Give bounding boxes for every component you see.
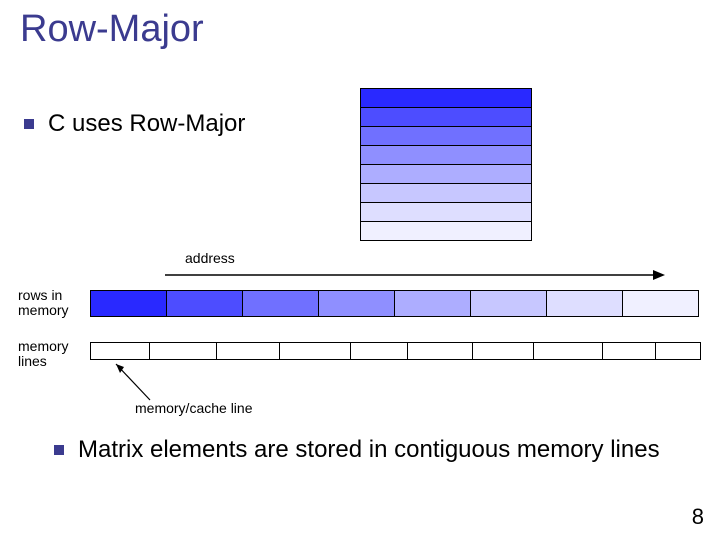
bullet-1-text: C uses Row-Major: [48, 110, 245, 137]
memory-line-segment: [603, 343, 656, 359]
rows-segment: [243, 291, 319, 316]
rows-segment: [623, 291, 698, 316]
bullet-2-text: Matrix elements are stored in contiguous…: [78, 436, 660, 463]
memory-line-segment: [351, 343, 408, 359]
matrix-row: [361, 222, 531, 240]
rows-segment: [471, 291, 547, 316]
memory-line-segment: [656, 343, 700, 359]
matrix-row: [361, 165, 531, 184]
bullet-square-icon: [24, 119, 34, 129]
arrow-right-icon: [165, 268, 665, 282]
slide-title: Row-Major: [20, 8, 204, 51]
memory-line-segment: [473, 343, 534, 359]
matrix-row: [361, 146, 531, 165]
callout-label: memory/cache line: [135, 400, 253, 416]
memory-lines-label: memory lines: [18, 339, 69, 370]
memory-line-segment: [534, 343, 603, 359]
rows-in-memory-label: rows in memory: [18, 288, 69, 319]
rows-segment: [91, 291, 167, 316]
memory-line-segment: [150, 343, 217, 359]
memory-line-segment: [408, 343, 473, 359]
matrix-row: [361, 108, 531, 127]
memory-line-segment: [280, 343, 351, 359]
memory-line-segment: [217, 343, 280, 359]
rows-segment: [395, 291, 471, 316]
memory-lines-bar: [90, 342, 701, 360]
address-label: address: [185, 250, 665, 266]
address-arrow-group: address: [165, 250, 665, 287]
bullet-2: Matrix elements are stored in contiguous…: [54, 436, 690, 465]
matrix-diagram: [360, 88, 532, 241]
bullet-1: C uses Row-Major: [24, 110, 245, 138]
page-number: 8: [692, 504, 704, 530]
bullet-square-icon: [54, 445, 64, 455]
matrix-row: [361, 203, 531, 222]
matrix-row: [361, 127, 531, 146]
rows-segment: [167, 291, 243, 316]
matrix-row: [361, 89, 531, 108]
rows-segment: [547, 291, 623, 316]
rows-segment: [319, 291, 395, 316]
rows-in-memory-bar: [90, 290, 699, 317]
memory-line-segment: [91, 343, 150, 359]
matrix-row: [361, 184, 531, 203]
callout-arrow-icon: [110, 360, 170, 404]
